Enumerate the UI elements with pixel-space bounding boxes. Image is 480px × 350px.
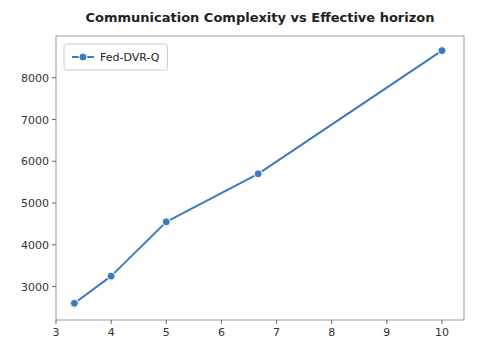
y-tick-label: 3000 bbox=[21, 281, 49, 294]
x-tick bbox=[56, 320, 57, 324]
y-tick bbox=[52, 119, 56, 120]
x-tick-label: 5 bbox=[163, 326, 170, 339]
y-tick bbox=[52, 161, 56, 162]
legend: Fed-DVR-Q bbox=[64, 44, 167, 70]
y-tick-label: 4000 bbox=[21, 239, 49, 252]
y-tick bbox=[52, 77, 56, 78]
x-tick bbox=[276, 320, 277, 324]
marker bbox=[107, 272, 115, 280]
legend-box bbox=[64, 44, 167, 70]
y-tick-label: 7000 bbox=[21, 114, 49, 127]
y-tick bbox=[52, 203, 56, 204]
x-tick bbox=[386, 320, 387, 324]
y-tick bbox=[52, 244, 56, 245]
x-tick-label: 6 bbox=[218, 326, 225, 339]
x-tick bbox=[166, 320, 167, 324]
plot-frame bbox=[56, 36, 464, 320]
marker bbox=[254, 170, 262, 178]
x-tick bbox=[111, 320, 112, 324]
legend-label: Fed-DVR-Q bbox=[100, 51, 160, 64]
x-tick-label: 9 bbox=[383, 326, 390, 339]
line bbox=[74, 51, 442, 304]
title: Communication Complexity vs Effective ho… bbox=[85, 10, 434, 25]
y-tick bbox=[52, 286, 56, 287]
y-tick-label: 8000 bbox=[21, 72, 49, 85]
y-tick-label: 6000 bbox=[21, 155, 49, 168]
x-tick bbox=[331, 320, 332, 324]
x-tick-label: 8 bbox=[328, 326, 335, 339]
x-tick-label: 3 bbox=[53, 326, 60, 339]
x-tick-label: 4 bbox=[108, 326, 115, 339]
legend-marker bbox=[79, 53, 87, 61]
marker bbox=[438, 47, 446, 55]
plot-area bbox=[70, 47, 446, 308]
x-tick-label: 7 bbox=[273, 326, 280, 339]
x-tick bbox=[441, 320, 442, 324]
y-tick-label: 5000 bbox=[21, 197, 49, 210]
x-tick bbox=[221, 320, 222, 324]
marker bbox=[70, 299, 78, 307]
marker bbox=[162, 218, 170, 226]
chart: Communication Complexity vs Effective ho… bbox=[0, 0, 480, 350]
x-tick-label: 10 bbox=[435, 326, 449, 339]
